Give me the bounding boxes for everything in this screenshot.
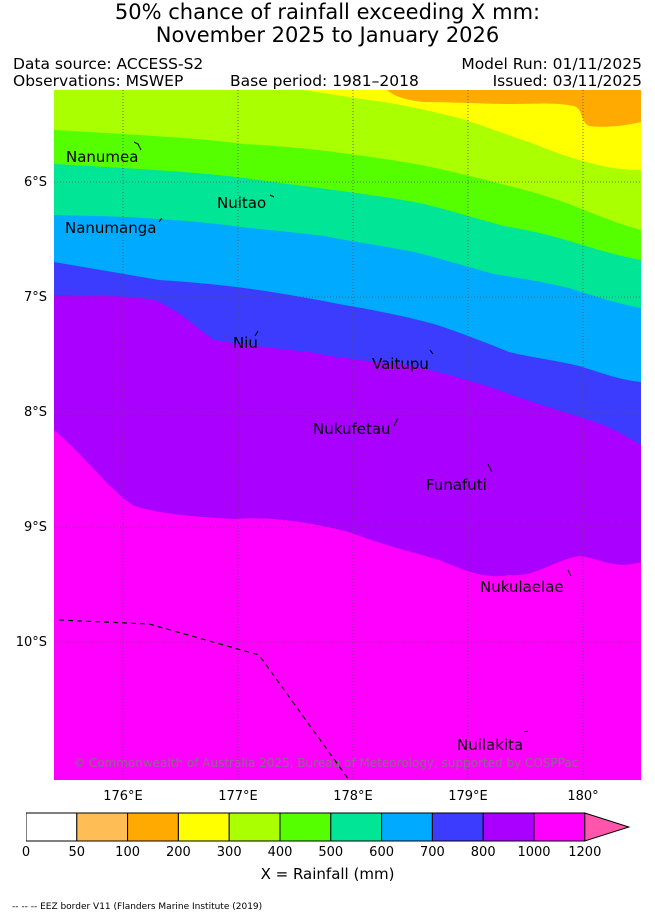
colorbar-segment-6 <box>330 812 383 842</box>
colorbar-label: X = Rainfall (mm) <box>260 865 395 883</box>
lat-label-7s: 7°S <box>23 290 47 305</box>
lon-label-179e: 179°E <box>448 789 488 804</box>
island-vaitupu-icon <box>429 349 434 355</box>
eez-border <box>58 619 350 780</box>
colorbar-segment-9 <box>482 812 535 842</box>
band-200-300 <box>54 90 641 170</box>
island-niu-icon <box>254 330 259 337</box>
lon-label-178e: 178°E <box>333 789 373 804</box>
island-nuitao-icon <box>269 194 275 198</box>
title-line-2: November 2025 to January 2026 <box>155 23 500 47</box>
colorbar-extend-arrow <box>584 812 631 842</box>
colorbar-tick-300: 300 <box>216 845 242 860</box>
colorbar-segment-7 <box>381 812 433 842</box>
title-line-1: 50% chance of rainfall exceeding X mm: <box>114 0 541 24</box>
place-label-funafuti: Funafuti <box>426 476 487 494</box>
colorbar-segment-8 <box>431 812 484 842</box>
island-nukufetau-icon <box>393 417 399 427</box>
colorbar-segment-5 <box>279 812 332 842</box>
place-label-nukulaelae: Nukulaelae <box>480 578 564 596</box>
place-label-vaitupu: Vaitupu <box>372 355 429 373</box>
band-100-200 <box>387 90 641 127</box>
place-label-niu: Niu <box>233 334 258 352</box>
colorbar-tick-600: 600 <box>369 845 395 860</box>
colorbar-segment-1 <box>76 812 129 842</box>
colorbar-segment-2 <box>127 812 179 842</box>
island-nuilakita-icon <box>523 730 529 733</box>
island-nukulaelae-icon <box>567 569 572 577</box>
colorbar-segment-0 <box>26 812 78 842</box>
issued-date: Issued: 03/11/2025 <box>492 72 642 90</box>
lat-label-10s: 10°S <box>15 635 47 650</box>
lat-label-8s: 8°S <box>23 405 47 420</box>
lon-label-180: 180° <box>567 789 599 804</box>
base-period: Base period: 1981–2018 <box>230 72 419 90</box>
colorbar-tick-200: 200 <box>165 845 191 860</box>
lon-label-177e: 177°E <box>218 789 258 804</box>
eez-footnote: -- -- -- EEZ border V11 (Flanders Marine… <box>12 902 263 912</box>
colorbar-segment-10 <box>533 812 586 842</box>
lat-label-9s: 9°S <box>23 520 47 535</box>
colorbar-tick-50: 50 <box>68 845 86 860</box>
place-label-nanumanga: Nanumanga <box>65 219 157 237</box>
colorbar-tick-700: 700 <box>419 845 445 860</box>
model-run: Model Run: 01/11/2025 <box>461 55 642 73</box>
place-label-nanumea: Nanumea <box>66 148 139 166</box>
lon-label-176e: 176°E <box>103 789 143 804</box>
colorbar-tick-100: 100 <box>115 845 141 860</box>
colorbar-tick-1200: 1200 <box>568 845 602 860</box>
colorbar-tick-1000: 1000 <box>517 845 551 860</box>
rainfall-map <box>54 90 641 780</box>
place-label-nukufetau: Nukufetau <box>313 420 391 438</box>
colorbar-segment-4 <box>228 812 281 842</box>
copyright-notice: © Commonwealth of Australia 2025, Bureau… <box>73 756 579 770</box>
island-nanumanga-icon <box>158 217 163 223</box>
island-funafuti-icon <box>487 463 493 473</box>
island-nanumea-icon <box>133 141 142 151</box>
lat-label-6s: 6°S <box>23 175 47 190</box>
colorbar <box>26 812 631 842</box>
data-source: Data source: ACCESS-S2 <box>13 55 204 73</box>
colorbar-segment-3 <box>177 812 230 842</box>
place-label-nuilakita: Nuilakita <box>457 736 524 754</box>
observations: Observations: MSWEP <box>13 72 184 90</box>
colorbar-tick-500: 500 <box>318 845 344 860</box>
colorbar-tick-400: 400 <box>267 845 293 860</box>
place-label-nuitao: Nuitao <box>217 194 267 212</box>
colorbar-tick-800: 800 <box>470 845 496 860</box>
colorbar-tick-0: 0 <box>21 845 31 860</box>
